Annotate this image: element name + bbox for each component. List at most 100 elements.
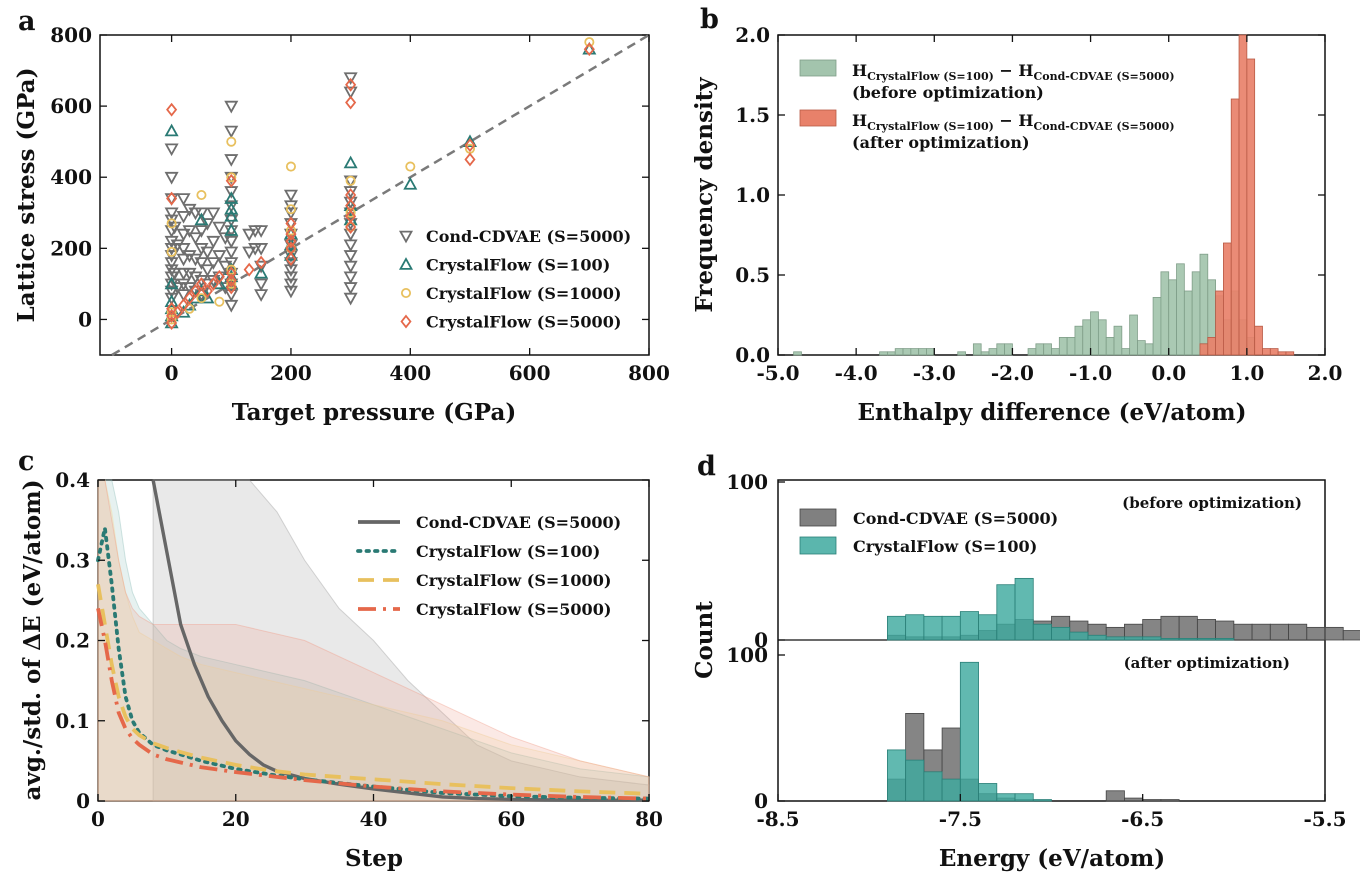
hist-bar [1160, 615, 1180, 641]
hist-bar [996, 343, 1006, 356]
legend-entry-cond: Cond-CDVAE (S=5000) [426, 227, 631, 246]
scatter-point [182, 267, 197, 281]
scatter-point [214, 296, 225, 307]
scatter-point [243, 262, 255, 277]
series-cf100 [887, 577, 1235, 641]
hist-bar [1183, 290, 1193, 356]
hist-bar [1032, 623, 1052, 641]
legend-sub2: Cond-CDVAE (S=5000) [1033, 70, 1174, 83]
hist-bar [1324, 626, 1344, 641]
hist-bar [910, 348, 920, 356]
marks-a [111, 33, 650, 357]
hist-bar [1069, 631, 1089, 641]
scatter-point [254, 225, 269, 238]
hist-bar [1014, 793, 1034, 802]
plot-frame-a [99, 34, 650, 356]
x-tick-label: -3.0 [913, 361, 956, 385]
scatter-point [283, 278, 298, 292]
legend-swatch-cond [799, 508, 837, 527]
legend-entry-cf100: CrystalFlow (S=100) [416, 542, 600, 561]
hist-bar [1176, 263, 1185, 356]
scatter-point [182, 203, 197, 217]
hist-bar [959, 661, 979, 802]
hist-bar [1058, 336, 1068, 356]
scatter-point [201, 284, 213, 298]
scatter-point [176, 278, 191, 292]
legend-b: HCrystalFlow (S=100) − HCond-CDVAE (S=50… [799, 59, 1175, 152]
hist-bar [887, 749, 907, 802]
hist-bar [1142, 799, 1162, 802]
scatter-point [242, 228, 257, 242]
tick-group-a: 0 200 400 600 800 0 200 400 600 800 [50, 23, 670, 385]
hist-bar [887, 615, 907, 641]
hist-bar [941, 615, 961, 641]
hist-bar [1254, 325, 1263, 356]
hist-bar [1238, 34, 1248, 356]
x-tick-label: -5.5 [1303, 807, 1346, 831]
scatter-point [164, 207, 179, 221]
scatter-point [584, 37, 595, 48]
y-tick-label: 200 [50, 236, 92, 260]
scatter-point [345, 220, 357, 234]
legend-entry-cf100: CrystalFlow (S=100) [853, 537, 1037, 556]
hist-bar [923, 615, 943, 641]
scatter-point [283, 285, 298, 299]
x-tick-label: -2.0 [991, 361, 1034, 385]
scatter-point [224, 235, 239, 249]
hist-bar [1124, 636, 1144, 641]
series-cond [164, 72, 358, 313]
hist-bar [902, 348, 912, 356]
scatter-point [224, 208, 239, 222]
legend-entry-cf5000: CrystalFlow (S=5000) [426, 313, 621, 332]
scatter-point [194, 212, 209, 226]
hist-bar [1105, 636, 1125, 641]
scatter-point [194, 257, 209, 270]
x-tick-label: 2.0 [1308, 361, 1343, 385]
scatter-point [343, 292, 358, 306]
hist-bar [1285, 351, 1295, 356]
scatter-point [224, 299, 239, 313]
scatter-point [213, 269, 225, 284]
hist-bar [1144, 343, 1154, 356]
x-tick-label: -7.5 [939, 807, 982, 831]
hist-bar [887, 351, 896, 356]
subplot-top [887, 577, 1360, 641]
legend-a: Cond-CDVAE (S=5000) CrystalFlow (S=100) Cr… [398, 227, 631, 332]
hist-bar [988, 348, 998, 356]
hist-bar [1090, 311, 1099, 356]
scatter-point [343, 250, 358, 263]
legend-suffix-before: (before optimization) [852, 83, 1044, 102]
panel-label-a: a [18, 6, 36, 37]
hist-bar [1178, 638, 1198, 641]
scatter-point [224, 257, 239, 270]
hist-bar [1051, 626, 1071, 641]
legend-entry-cond: Cond-CDVAE (S=5000) [416, 513, 621, 532]
hist-bar [1207, 336, 1217, 356]
series-cf100 [887, 661, 1052, 802]
hist-bar [1066, 336, 1076, 356]
legend-swatch-before [799, 59, 837, 77]
scatter-point [182, 225, 197, 238]
scatter-point [343, 86, 358, 100]
panel-c: c 0 20 40 60 80 0 0.1 0.2 0.3 0.4 Step avg./std. … [18, 446, 663, 872]
scatter-point [224, 223, 239, 236]
legend-sub2: Cond-CDVAE (S=5000) [1033, 120, 1174, 133]
scatter-point [183, 291, 196, 306]
legend-minus-h: − H [994, 61, 1034, 80]
hist-bar [1199, 253, 1209, 356]
scatter-point [254, 243, 269, 256]
y-tick-label: 0.0 [735, 343, 770, 367]
scatter-point [196, 189, 207, 201]
scatter-point [164, 123, 179, 137]
series-before [793, 253, 1256, 356]
scatter-point [242, 246, 257, 260]
y-tick-label: 100 [726, 470, 768, 494]
y-tick-label: 100 [726, 643, 768, 667]
hist-bar [1105, 790, 1125, 802]
panel-label-b: b [700, 4, 719, 35]
scatter-point [343, 239, 358, 253]
scatter-point [176, 243, 191, 256]
y-axis-label-d: Count [691, 601, 718, 679]
legend-swatch-after [799, 109, 837, 127]
